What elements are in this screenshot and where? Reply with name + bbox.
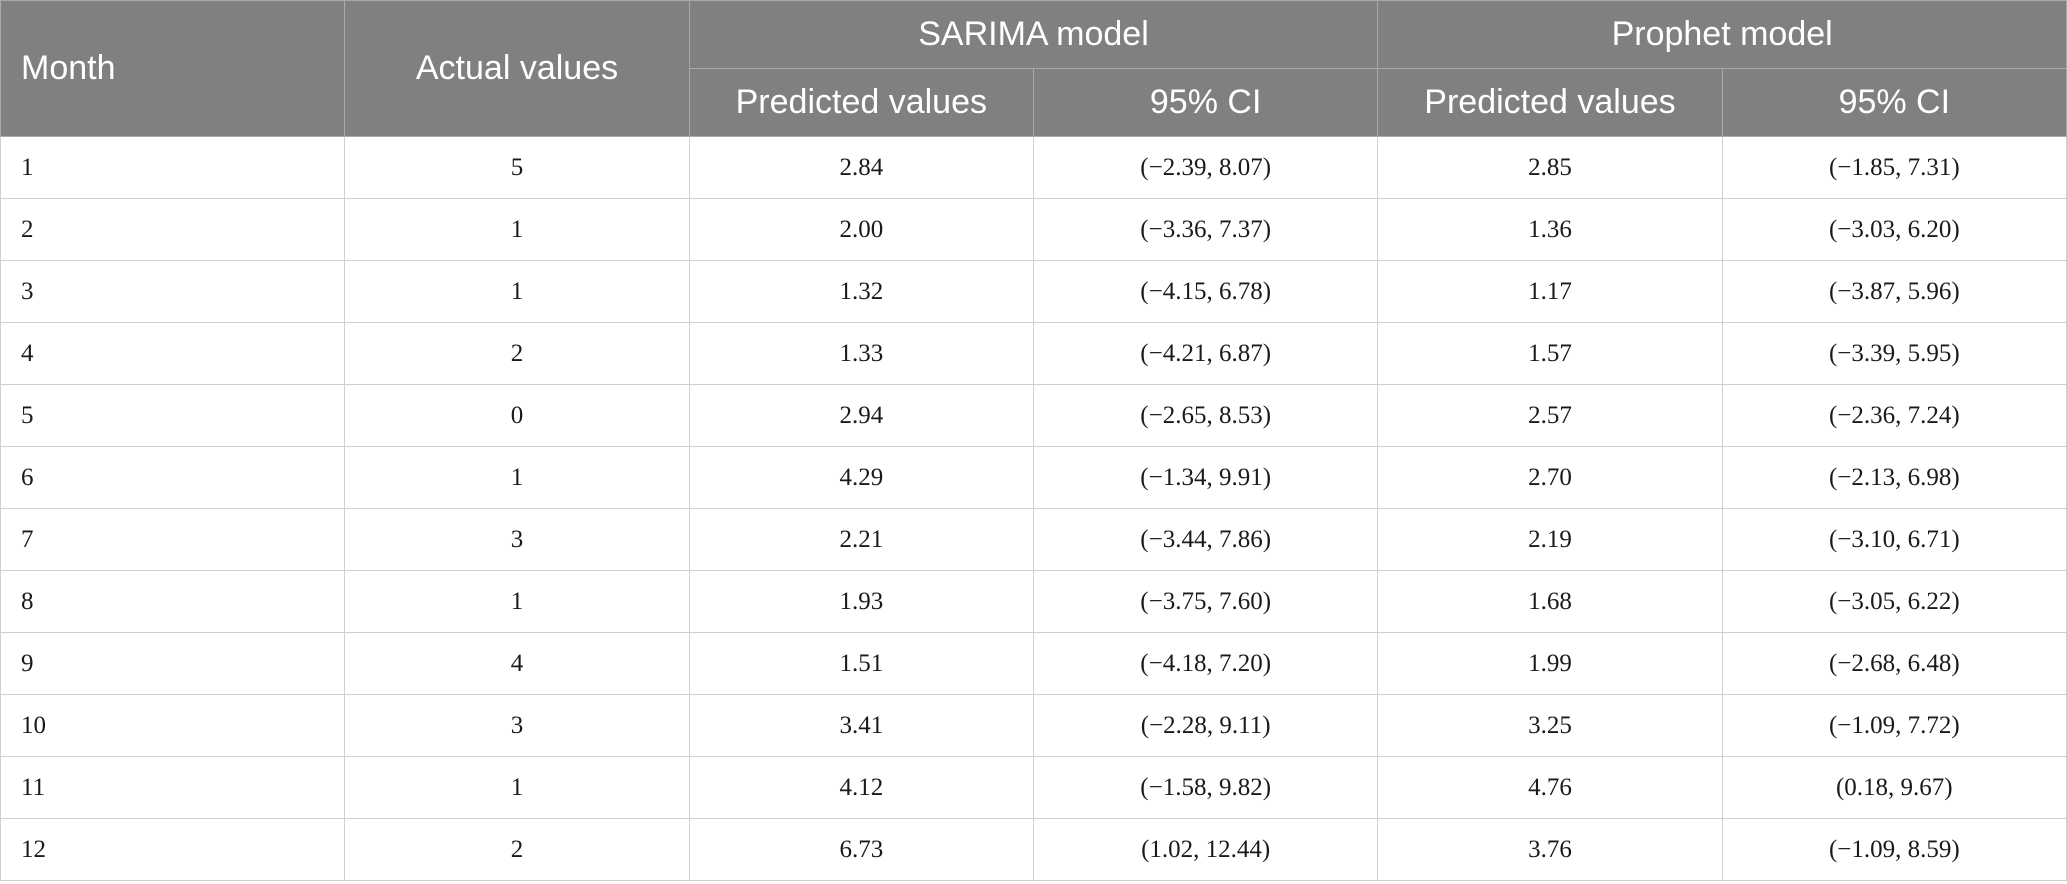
cell-prophet-ci: (0.18, 9.67) (1721, 756, 2067, 819)
cell-sarima-ci: (−4.18, 7.20) (1032, 632, 1379, 695)
cell-sarima-predicted: 2.00 (688, 198, 1034, 261)
cell-prophet-ci: (−2.68, 6.48) (1721, 632, 2067, 695)
table-row: 3 1 1.32 (−4.15, 6.78) 1.17 (−3.87, 5.96) (0, 260, 2067, 323)
cell-prophet-predicted: 1.68 (1377, 570, 1723, 633)
cell-prophet-predicted: 2.85 (1377, 136, 1723, 199)
cell-sarima-predicted: 6.73 (688, 818, 1034, 881)
cell-prophet-ci: (−2.36, 7.24) (1721, 384, 2067, 447)
cell-prophet-ci: (−3.39, 5.95) (1721, 322, 2067, 385)
cell-sarima-ci: (−2.39, 8.07) (1032, 136, 1379, 199)
cell-month: 11 (0, 756, 346, 819)
header-row-groups: Month Actual values SARIMA model Prophet… (0, 0, 2067, 137)
cell-actual-value: 1 (344, 446, 690, 509)
table-row: 5 0 2.94 (−2.65, 8.53) 2.57 (−2.36, 7.24) (0, 384, 2067, 447)
cell-actual-value: 2 (344, 322, 690, 385)
cell-sarima-predicted: 1.93 (688, 570, 1034, 633)
group-header-prophet-model: Prophet model (1377, 0, 2067, 69)
cell-prophet-ci: (−1.09, 7.72) (1721, 694, 2067, 757)
cell-sarima-predicted: 2.21 (688, 508, 1034, 571)
table-row: 4 2 1.33 (−4.21, 6.87) 1.57 (−3.39, 5.95) (0, 322, 2067, 385)
group-header-sarima-model: SARIMA model (688, 0, 1379, 69)
cell-prophet-predicted: 1.99 (1377, 632, 1723, 695)
table-row: 8 1 1.93 (−3.75, 7.60) 1.68 (−3.05, 6.22) (0, 570, 2067, 633)
column-header-sarima-ci: 95% CI (1032, 68, 1379, 137)
cell-prophet-predicted: 3.25 (1377, 694, 1723, 757)
cell-sarima-predicted: 4.29 (688, 446, 1034, 509)
column-header-sarima-predicted: Predicted values (688, 68, 1034, 137)
cell-month: 5 (0, 384, 346, 447)
cell-sarima-predicted: 2.84 (688, 136, 1034, 199)
cell-sarima-ci: (1.02, 12.44) (1032, 818, 1379, 881)
cell-sarima-predicted: 1.33 (688, 322, 1034, 385)
header-row-subcolumns: Predicted values 95% CI Predicted values… (1, 68, 2067, 137)
cell-month: 12 (0, 818, 346, 881)
table-row: 2 1 2.00 (−3.36, 7.37) 1.36 (−3.03, 6.20) (0, 198, 2067, 261)
cell-month: 10 (0, 694, 346, 757)
table-row: 9 4 1.51 (−4.18, 7.20) 1.99 (−2.68, 6.48) (0, 632, 2067, 695)
cell-actual-value: 1 (344, 260, 690, 323)
table-row: 7 3 2.21 (−3.44, 7.86) 2.19 (−3.10, 6.71) (0, 508, 2067, 571)
column-header-prophet-predicted: Predicted values (1377, 68, 1723, 137)
cell-actual-value: 3 (344, 508, 690, 571)
cell-sarima-predicted: 4.12 (688, 756, 1034, 819)
cell-prophet-predicted: 2.19 (1377, 508, 1723, 571)
cell-sarima-predicted: 1.32 (688, 260, 1034, 323)
cell-actual-value: 0 (344, 384, 690, 447)
cell-sarima-ci: (−3.44, 7.86) (1032, 508, 1379, 571)
cell-prophet-ci: (−2.13, 6.98) (1721, 446, 2067, 509)
cell-sarima-ci: (−1.34, 9.91) (1032, 446, 1379, 509)
cell-prophet-predicted: 2.57 (1377, 384, 1723, 447)
cell-prophet-ci: (−3.10, 6.71) (1721, 508, 2067, 571)
cell-month: 2 (0, 198, 346, 261)
cell-month: 4 (0, 322, 346, 385)
cell-month: 9 (0, 632, 346, 695)
table-body: 1 5 2.84 (−2.39, 8.07) 2.85 (−1.85, 7.31) 2 1 2.… (0, 136, 2067, 881)
cell-sarima-ci: (−2.65, 8.53) (1032, 384, 1379, 447)
column-header-actual-values: Actual values (344, 0, 690, 137)
table-row: 6 1 4.29 (−1.34, 9.91) 2.70 (−2.13, 6.98) (0, 446, 2067, 509)
cell-actual-value: 1 (344, 570, 690, 633)
cell-sarima-ci: (−3.36, 7.37) (1032, 198, 1379, 261)
cell-prophet-predicted: 2.70 (1377, 446, 1723, 509)
cell-prophet-ci: (−3.87, 5.96) (1721, 260, 2067, 323)
cell-sarima-ci: (−4.15, 6.78) (1032, 260, 1379, 323)
column-header-prophet-ci: 95% CI (1721, 68, 2067, 137)
column-header-month: Month (0, 0, 346, 137)
cell-actual-value: 1 (344, 756, 690, 819)
cell-prophet-ci: (−1.85, 7.31) (1721, 136, 2067, 199)
cell-prophet-predicted: 1.36 (1377, 198, 1723, 261)
cell-sarima-ci: (−4.21, 6.87) (1032, 322, 1379, 385)
table-row: 11 1 4.12 (−1.58, 9.82) 4.76 (0.18, 9.67) (0, 756, 2067, 819)
cell-prophet-predicted: 1.17 (1377, 260, 1723, 323)
cell-actual-value: 3 (344, 694, 690, 757)
cell-sarima-ci: (−2.28, 9.11) (1032, 694, 1379, 757)
cell-month: 8 (0, 570, 346, 633)
cell-actual-value: 1 (344, 198, 690, 261)
cell-month: 7 (0, 508, 346, 571)
cell-actual-value: 2 (344, 818, 690, 881)
cell-month: 3 (0, 260, 346, 323)
cell-prophet-predicted: 3.76 (1377, 818, 1723, 881)
cell-actual-value: 4 (344, 632, 690, 695)
cell-sarima-ci: (−3.75, 7.60) (1032, 570, 1379, 633)
cell-sarima-predicted: 2.94 (688, 384, 1034, 447)
cell-prophet-predicted: 1.57 (1377, 322, 1723, 385)
table-header: Month Actual values SARIMA model Prophet… (0, 0, 2067, 137)
cell-prophet-predicted: 4.76 (1377, 756, 1723, 819)
cell-actual-value: 5 (344, 136, 690, 199)
cell-sarima-predicted: 1.51 (688, 632, 1034, 695)
table-row: 10 3 3.41 (−2.28, 9.11) 3.25 (−1.09, 7.72) (0, 694, 2067, 757)
cell-month: 6 (0, 446, 346, 509)
cell-prophet-ci: (−3.05, 6.22) (1721, 570, 2067, 633)
cell-prophet-ci: (−1.09, 8.59) (1721, 818, 2067, 881)
table-row: 1 5 2.84 (−2.39, 8.07) 2.85 (−1.85, 7.31) (0, 136, 2067, 199)
table-row: 12 2 6.73 (1.02, 12.44) 3.76 (−1.09, 8.59) (0, 818, 2067, 881)
cell-month: 1 (0, 136, 346, 199)
cell-prophet-ci: (−3.03, 6.20) (1721, 198, 2067, 261)
cell-sarima-predicted: 3.41 (688, 694, 1034, 757)
cell-sarima-ci: (−1.58, 9.82) (1032, 756, 1379, 819)
